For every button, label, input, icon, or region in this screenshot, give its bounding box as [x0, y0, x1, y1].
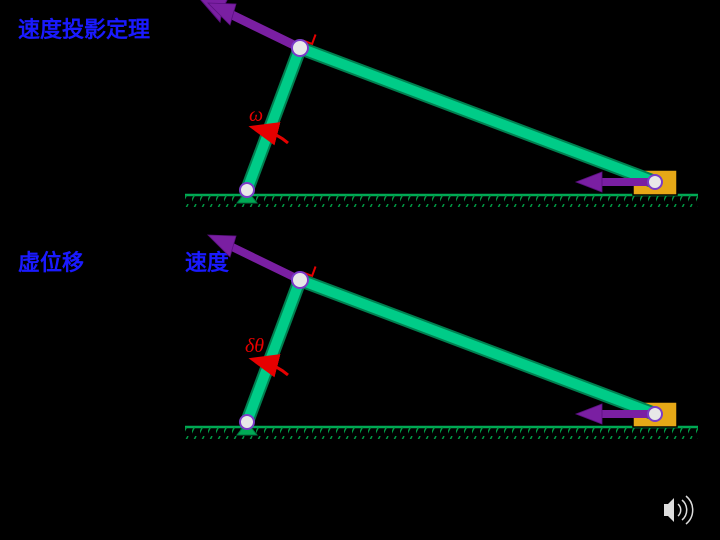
crank-bar: [247, 48, 300, 190]
connecting-rod: [300, 280, 655, 414]
sound-icon: [664, 496, 693, 524]
hinge-b: [292, 272, 308, 288]
diagram-top: [185, 0, 698, 207]
hinge-a: [240, 415, 254, 429]
hinge-c: [648, 407, 662, 421]
connecting-rod: [300, 48, 655, 182]
virtual-disp-arrow-b: [208, 235, 300, 280]
hinge-c: [648, 175, 662, 189]
diagram-bottom: [185, 235, 698, 439]
hinge-b: [292, 40, 308, 56]
hinge-a: [240, 183, 254, 197]
mechanism-diagram: [0, 0, 720, 540]
crank-bar: [247, 280, 300, 422]
